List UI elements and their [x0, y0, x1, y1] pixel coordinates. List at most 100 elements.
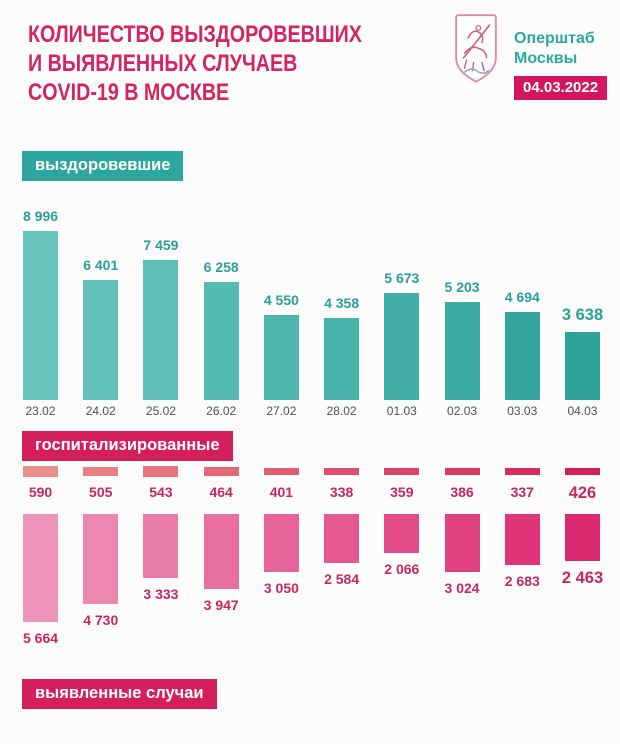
org-name-line-1: Оперштаб — [514, 30, 595, 47]
hospitalized-bar-slot — [23, 466, 58, 477]
hospitalized-bar — [203, 467, 239, 476]
hospitalized-bar — [263, 467, 299, 476]
recovered-value-label: 3 638 — [561, 305, 604, 324]
detected-bar — [23, 514, 58, 622]
recovered-bar — [504, 311, 540, 400]
hospitalized-column: 505 — [83, 466, 119, 500]
date-badge: 04.03.2022 — [514, 76, 608, 100]
hospitalized-column: 590 — [23, 466, 58, 500]
hospitalized-value-label: 386 — [450, 484, 474, 500]
date-label: 04.03 — [567, 404, 598, 418]
detected-bar — [564, 514, 600, 561]
title-line-3: COVID-19 В МОСКВЕ — [28, 79, 230, 106]
hospitalized-value-label: 337 — [510, 484, 534, 500]
detected-column: 3 050 — [264, 514, 299, 664]
detected-bar — [83, 514, 119, 605]
hospitalized-bar-slot — [564, 466, 600, 477]
recovered-value-label: 6 401 — [83, 256, 119, 273]
recovered-column: 6 258 — [204, 198, 239, 400]
hospitalized-bar — [83, 466, 119, 477]
detected-column: 2 683 — [505, 514, 540, 664]
hospitalized-value-label: 543 — [149, 484, 173, 500]
hospitalized-column: 359 — [384, 466, 420, 500]
detected-bar — [203, 514, 239, 590]
date-label: 28.02 — [326, 404, 357, 418]
hospitalized-bar-slot — [504, 466, 540, 477]
date-label: 03.03 — [507, 404, 538, 418]
recovered-value-label: 4 550 — [263, 291, 299, 308]
detected-column: 4 730 — [83, 514, 118, 664]
recovered-bar — [384, 293, 420, 400]
detected-bar — [143, 514, 179, 578]
hospitalized-column: 543 — [143, 466, 179, 500]
recovered-bar — [143, 259, 179, 400]
date-label: 27.02 — [266, 404, 297, 418]
hospitalized-bar — [504, 468, 540, 475]
detected-bar — [324, 514, 360, 564]
recovered-bar — [263, 314, 299, 400]
recovered-column: 4 358 — [324, 198, 359, 400]
recovered-bar — [203, 282, 239, 400]
org-name: Оперштаб Москвы — [514, 29, 595, 69]
hospitalized-bar-slot — [143, 466, 179, 477]
title-line-1: КОЛИЧЕСТВО ВЫЗДОРОВЕВШИХ — [28, 21, 362, 48]
moscow-coat-of-arms-icon — [455, 13, 497, 90]
page-title: КОЛИЧЕСТВО ВЫЗДОРОВЕВШИХ И ВЫЯВЛЕННЫХ СЛ… — [28, 20, 362, 107]
recovered-value-label: 7 459 — [143, 236, 179, 253]
detected-value-label: 2 463 — [561, 569, 604, 587]
title-line-2: И ВЫЯВЛЕННЫХ СЛУЧАЕВ — [28, 50, 298, 77]
hospitalized-bar — [23, 466, 58, 477]
detected-value-label: 2 683 — [504, 573, 540, 590]
hospitalized-column: 386 — [444, 466, 480, 500]
date-label: 26.02 — [206, 404, 237, 418]
hospitalized-bar-slot — [263, 466, 299, 477]
date-label: 24.02 — [85, 404, 116, 418]
hospitalized-bar — [444, 467, 480, 476]
detected-value-label: 2 066 — [384, 561, 420, 578]
hospitalized-value-label: 401 — [269, 484, 294, 500]
hospitalized-column: 338 — [324, 466, 360, 500]
recovered-bar — [83, 279, 119, 400]
recovered-bar — [23, 231, 58, 400]
hospitalized-bar — [143, 466, 179, 477]
detected-column: 2 066 — [384, 514, 419, 664]
org-name-line-2: Москвы — [514, 50, 578, 67]
hospitalized-bar-slot — [203, 466, 239, 477]
detected-column: 3 024 — [445, 514, 480, 664]
recovered-column: 5 203 — [445, 198, 480, 400]
recovered-bar — [324, 318, 360, 400]
detected-value-label: 4 730 — [83, 612, 119, 629]
detected-value-label: 5 664 — [22, 630, 59, 646]
hospitalized-column: 401 — [263, 466, 299, 500]
recovered-column: 8 996 — [23, 198, 58, 400]
date-label: 25.02 — [145, 404, 176, 418]
date-label: 02.03 — [447, 404, 478, 418]
hospitalized-value-label: 359 — [390, 484, 414, 500]
hospitalized-bar-slot — [83, 466, 119, 477]
detected-column: 2 584 — [324, 514, 359, 664]
recovered-bar — [444, 302, 480, 400]
recovered-bar — [564, 331, 600, 400]
detected-value-label: 3 333 — [143, 585, 179, 602]
detected-bar — [444, 514, 480, 572]
hospitalized-column: 464 — [203, 466, 239, 500]
hospitalized-bar-slot — [384, 466, 420, 477]
detected-column: 3 333 — [143, 514, 178, 664]
detected-column: 3 947 — [204, 514, 239, 664]
date-axis: 23.02 24.02 25.02 26.02 27.02 28.02 01.03 02.03… — [23, 404, 600, 420]
detected-value-label: 3 024 — [444, 579, 480, 596]
hospitalized-bar-slot — [324, 466, 360, 477]
recovered-value-label: 4 358 — [324, 295, 360, 312]
date-label: 23.02 — [25, 404, 56, 418]
recovered-value-label: 5 673 — [384, 270, 420, 287]
detected-value-label: 2 584 — [324, 571, 360, 588]
detected-bar — [384, 514, 420, 554]
hospitalized-value-label: 464 — [209, 484, 233, 500]
detected-bar — [263, 514, 299, 573]
hospitalized-column: 337 — [504, 466, 540, 500]
recovered-column: 7 459 — [143, 198, 178, 400]
hospitalized-bar — [324, 468, 360, 475]
hospitalized-bar — [384, 468, 420, 475]
detected-bar — [504, 514, 540, 566]
